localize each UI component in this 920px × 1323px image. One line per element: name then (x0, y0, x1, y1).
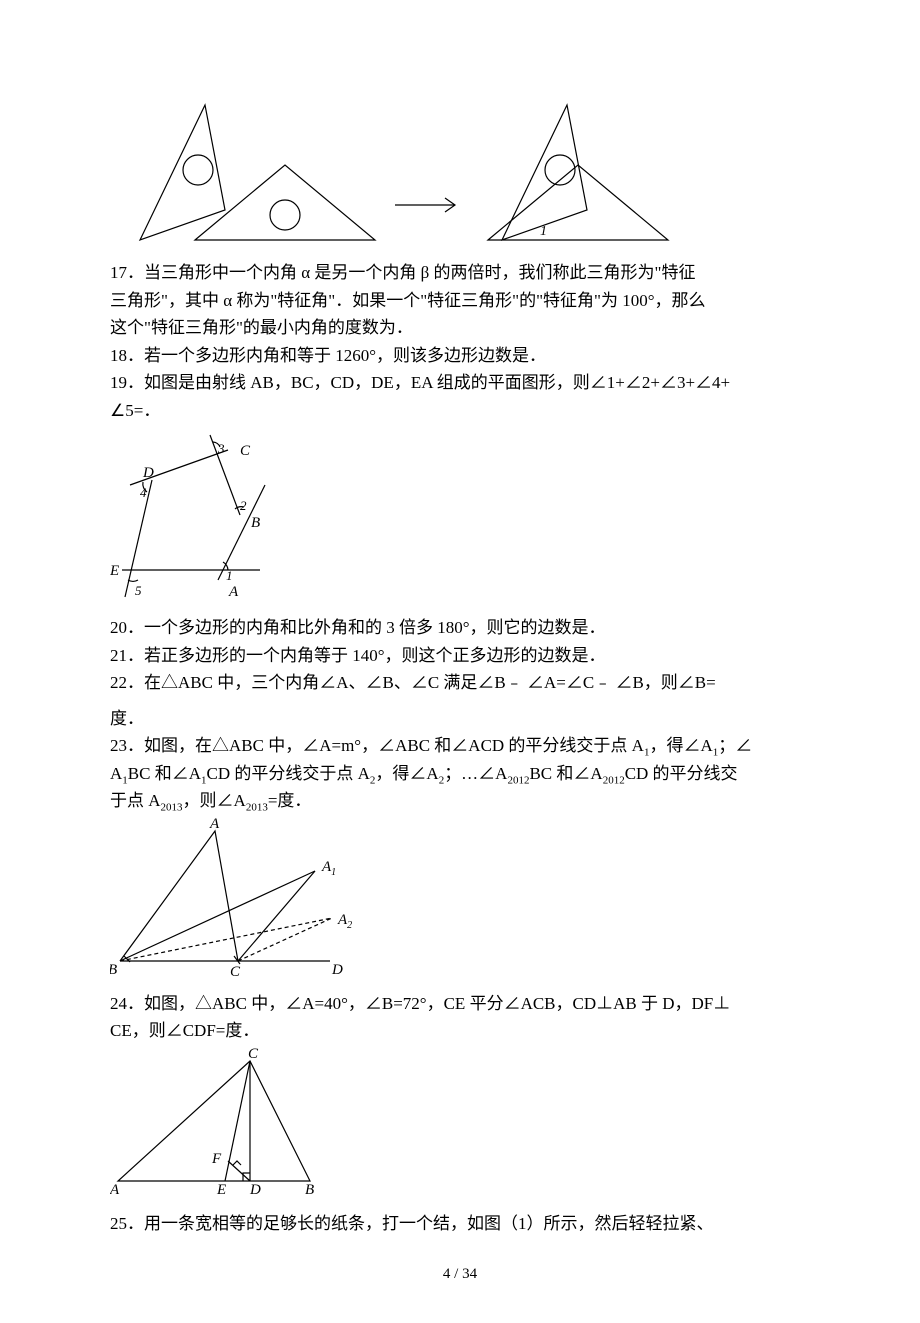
svg-text:B: B (110, 962, 117, 978)
pentagon-rays-diagram: A B C D E 1 2 3 4 5 (110, 425, 310, 605)
page-footer: 4 / 34 (110, 1266, 810, 1283)
question-17-line1: 17．当三角形中一个内角 α 是另一个内角 β 的两倍时，我们称此三角形为"特征 (110, 260, 810, 286)
svg-text:C: C (240, 443, 251, 459)
svg-text:A: A (228, 584, 239, 600)
svg-text:B: B (305, 1182, 314, 1198)
svg-text:A: A (110, 1182, 120, 1198)
document-page: 1 17．当三角形中一个内角 α 是另一个内角 β 的两倍时，我们称此三角形为"… (0, 0, 920, 1323)
svg-text:3: 3 (217, 441, 225, 456)
angle-bisector-diagram: A A1 A2 B C D (110, 816, 370, 981)
figure-q24: A B C D E F (110, 1046, 810, 1201)
svg-text:D: D (249, 1182, 261, 1198)
figure-q23: A A1 A2 B C D (110, 816, 810, 981)
svg-text:C: C (230, 964, 241, 980)
question-23-line2: A1BC 和∠A1CD 的平分线交于点 A2，得∠A2；…∠A2012BC 和∠… (110, 761, 810, 787)
triangle-heights-diagram: A B C D E F (110, 1046, 340, 1201)
svg-text:1: 1 (226, 568, 233, 583)
svg-text:B: B (251, 515, 260, 531)
svg-text:5: 5 (135, 583, 142, 598)
question-21: 21．若正多边形的一个内角等于 140°，则这个正多边形的边数是． (110, 643, 810, 669)
question-25: 25．用一条宽相等的足够长的纸条，打一个结，如图（1）所示，然后轻轻拉紧、 (110, 1211, 810, 1237)
question-19-line1: 19．如图是由射线 AB，BC，CD，DE，EA 组成的平面图形，则∠1+∠2+… (110, 370, 810, 396)
question-18: 18．若一个多边形内角和等于 1260°，则该多边形边数是． (110, 343, 810, 369)
svg-text:1: 1 (540, 224, 547, 239)
svg-text:2: 2 (240, 498, 247, 513)
svg-text:F: F (211, 1151, 222, 1167)
svg-text:E: E (110, 563, 119, 579)
svg-text:A2: A2 (337, 912, 352, 931)
question-23-line3: 于点 A2013，则∠A2013=度． (110, 788, 810, 814)
question-19-line2: ∠5=． (110, 398, 810, 424)
question-22-line2: 度． (110, 706, 810, 732)
svg-text:A: A (209, 816, 220, 832)
question-20: 20．一个多边形的内角和比外角和的 3 倍多 180°，则它的边数是． (110, 615, 810, 641)
svg-text:A1: A1 (321, 859, 336, 878)
svg-text:4: 4 (140, 485, 147, 500)
svg-text:E: E (216, 1182, 226, 1198)
svg-text:D: D (142, 465, 154, 481)
question-23-line1: 23．如图，在△ABC 中，∠A=m°，∠ABC 和∠ACD 的平分线交于点 A… (110, 733, 810, 759)
question-17-line2: 三角形"，其中 α 称为"特征角"．如果一个"特征三角形"的"特征角"为 100… (110, 288, 810, 314)
question-24-line2: CE，则∠CDF=度． (110, 1018, 810, 1044)
svg-text:C: C (248, 1046, 259, 1062)
triangles-overlap-diagram: 1 (110, 90, 730, 250)
question-24-line1: 24．如图，△ABC 中，∠A=40°，∠B=72°，CE 平分∠ACB，CD⊥… (110, 991, 810, 1017)
question-17-line3: 这个"特征三角形"的最小内角的度数为． (110, 315, 810, 341)
svg-text:D: D (331, 962, 343, 978)
figure-q16: 1 (110, 90, 810, 250)
figure-q19: A B C D E 1 2 3 4 5 (110, 425, 810, 605)
question-22-line1: 22．在△ABC 中，三个内角∠A、∠B、∠C 满足∠B﹣ ∠A=∠C﹣ ∠B，… (110, 670, 810, 696)
